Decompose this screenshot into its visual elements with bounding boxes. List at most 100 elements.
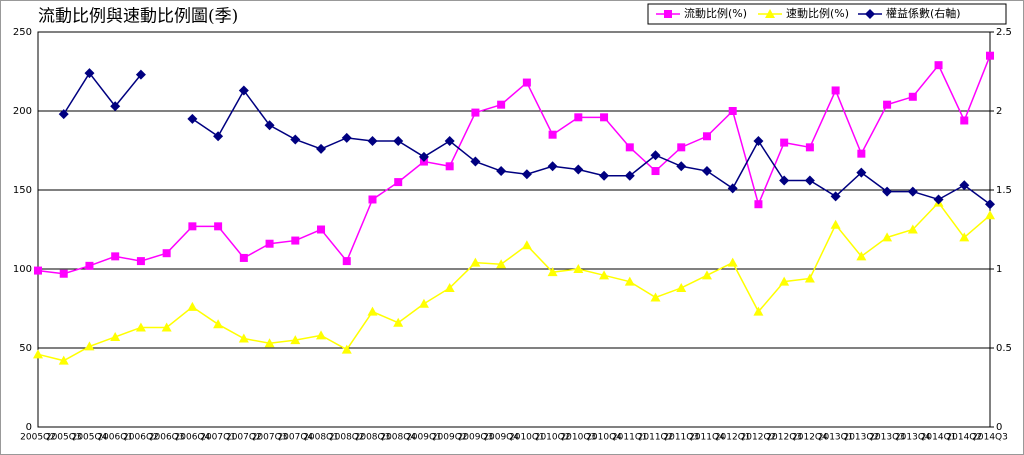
data-point [907, 224, 918, 234]
data-point [856, 251, 867, 261]
y-tick-label: 50 [19, 343, 32, 354]
data-point [651, 167, 660, 176]
data-point [394, 178, 403, 187]
y2-tick-label: 1.5 [996, 185, 1012, 196]
data-point [573, 264, 584, 273]
data-point [830, 219, 841, 229]
legend-box [647, 3, 1007, 25]
data-point [522, 78, 531, 87]
x-tick-label: 2009Q2 [432, 433, 468, 443]
data-point [187, 301, 198, 311]
data-point [188, 222, 197, 231]
x-tick-label: 2008Q4 [380, 433, 416, 443]
data-point [316, 143, 327, 154]
data-point [600, 113, 609, 122]
data-point [753, 306, 764, 316]
data-point [650, 150, 661, 161]
y-tick-label: 100 [13, 264, 32, 275]
data-point [857, 149, 866, 158]
y-tick-label: 250 [13, 27, 32, 38]
data-point [445, 162, 454, 171]
data-point [111, 252, 120, 261]
chart-title: 流動比例與速動比例圖(季) [38, 7, 238, 27]
data-point [625, 143, 634, 152]
data-point [135, 69, 146, 80]
data-point [34, 266, 42, 275]
data-point [960, 116, 969, 125]
data-point [727, 257, 738, 267]
x-tick-label: 2014Q1 [921, 433, 957, 443]
data-point [521, 169, 532, 180]
legend-marker [865, 9, 875, 19]
data-point [213, 131, 224, 142]
data-point [804, 175, 815, 186]
data-point [831, 86, 840, 95]
x-tick-label: 2010Q4 [586, 433, 622, 443]
x-tick-label: 2013Q3 [869, 433, 905, 443]
x-tick-label: 2007Q1 [200, 433, 236, 443]
x-tick-label: 2006Q2 [123, 433, 159, 443]
data-point [547, 267, 558, 277]
data-point [728, 107, 737, 115]
data-point [780, 138, 789, 147]
data-point [804, 273, 815, 283]
y2-tick-label: 2 [996, 106, 1002, 117]
x-tick-label: 2012Q2 [741, 433, 777, 443]
data-point [882, 232, 893, 242]
legend-label: 權益係數(右軸) [886, 6, 961, 20]
data-point [239, 253, 248, 262]
x-tick-label: 2011Q2 [638, 433, 674, 443]
x-tick-label: 2007Q4 [277, 433, 313, 443]
x-tick-label: 2011Q3 [663, 433, 699, 443]
data-point [985, 210, 995, 220]
x-tick-label: 2014Q3 [972, 433, 1008, 443]
data-point [753, 136, 764, 147]
data-point [264, 120, 275, 131]
data-point [368, 195, 377, 204]
data-point [110, 101, 121, 112]
x-tick-label: 2006Q3 [149, 433, 185, 443]
data-point [418, 298, 429, 308]
data-point [959, 232, 970, 242]
data-point [264, 338, 275, 348]
y-tick-label: 200 [13, 106, 32, 117]
data-point [342, 257, 351, 266]
data-point [676, 282, 687, 292]
y2-tick-label: 0.5 [996, 343, 1012, 354]
x-tick-label: 2012Q3 [766, 433, 802, 443]
data-point [59, 269, 68, 278]
data-point [187, 113, 198, 124]
data-point [933, 194, 944, 205]
data-point [676, 161, 687, 172]
data-point [959, 180, 970, 191]
data-point [805, 143, 814, 152]
data-point [677, 143, 686, 152]
data-point [85, 261, 94, 270]
data-point [265, 239, 274, 248]
x-tick-label: 2010Q3 [560, 433, 596, 443]
data-point [856, 167, 867, 178]
data-point [470, 257, 481, 267]
data-point [162, 249, 171, 258]
legend-marker [765, 9, 775, 18]
data-point [779, 276, 790, 286]
data-point [316, 330, 327, 340]
y2-tick-label: 1 [996, 264, 1002, 275]
x-tick-label: 2010Q2 [535, 433, 571, 443]
x-tick-label: 2009Q3 [458, 433, 494, 443]
x-tick-label: 2007Q3 [252, 433, 288, 443]
x-tick-label: 2012Q4 [792, 433, 828, 443]
data-point [574, 113, 583, 122]
data-point [521, 240, 532, 250]
data-point [727, 183, 738, 194]
data-point [702, 132, 711, 141]
data-point [418, 151, 429, 162]
data-point [830, 191, 841, 202]
x-tick-label: 2011Q4 [689, 433, 725, 443]
legend-label: 速動比例(%) [786, 6, 849, 20]
data-point [599, 270, 610, 280]
data-point [84, 341, 95, 351]
x-tick-label: 2012Q1 [715, 433, 751, 443]
data-point [444, 282, 455, 292]
x-tick-label: 2013Q2 [843, 433, 879, 443]
